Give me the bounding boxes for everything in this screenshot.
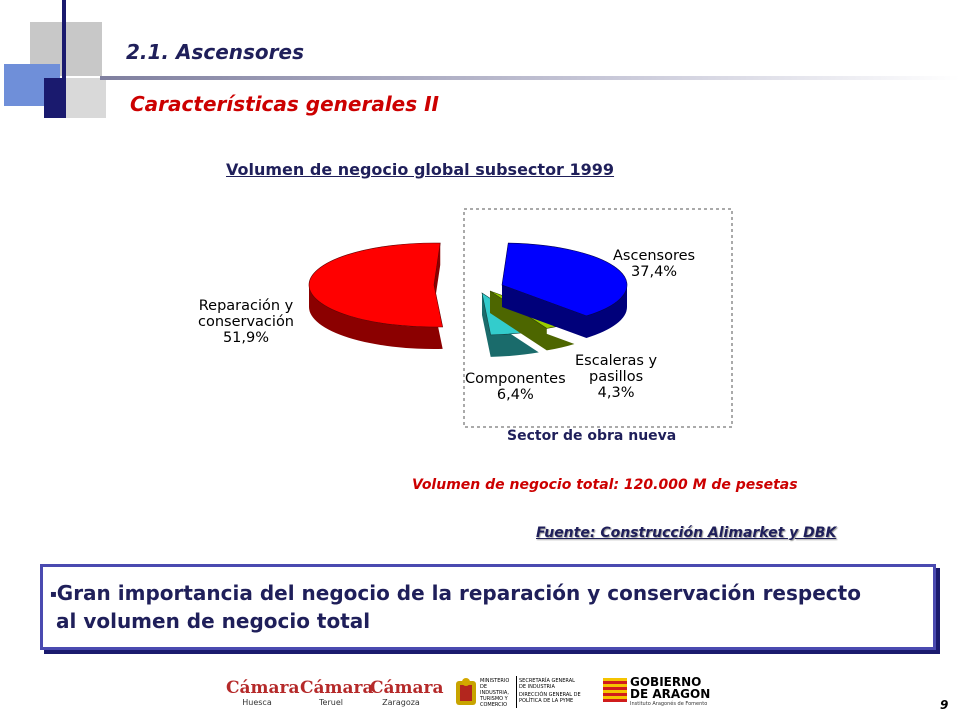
label-componentes-line1: Componentes (465, 371, 566, 387)
page-number: 9 (940, 698, 949, 712)
label-reparacion-value: 51,9% (222, 330, 270, 346)
callout-text: ▪Gran importancia del negocio de la repa… (50, 580, 930, 635)
section-title: 2.1. Ascensores (126, 40, 305, 64)
secretaria-name: SECRETARÍA GENERAL DE INDUSTRIA (519, 678, 575, 690)
logo-camara-zaragoza: Cámara Zaragoza (370, 678, 444, 707)
logo-ministerio: MINISTERIO DE INDUSTRIA, TURISMO Y COMER… (452, 676, 584, 710)
page-subtitle: Características generales II (130, 92, 439, 116)
label-ascensores-line1: Ascensores (613, 248, 696, 264)
coat-of-arms-icon (456, 678, 476, 705)
header-underline (100, 76, 960, 80)
header-deco-vertical-line (62, 0, 66, 118)
label-reparacion-line1: Reparación y (198, 298, 294, 314)
callout-line1: ▪Gran importancia del negocio de la repa… (50, 581, 861, 605)
label-escaleras: Escaleras y pasillos 4,3% (575, 353, 657, 401)
chart-title: Volumen de negocio global subsector 1999 (226, 160, 615, 179)
total-volume: Volumen de negocio total: 120.000 M de p… (412, 477, 798, 493)
label-reparacion: Reparación y conservación 51,9% (198, 298, 294, 346)
gobierno-line2: DE ARAGON (630, 687, 711, 701)
callout-box (40, 564, 936, 650)
ministry-name: MINISTERIO DE INDUSTRIA, TURISMO Y COMER… (480, 678, 510, 708)
label-componentes: Componentes 6,4% (465, 371, 566, 403)
instituto-name: Instituto Aragonés de Fomento (630, 701, 708, 707)
label-ascensores: Ascensores 37,4% (613, 248, 695, 280)
label-escaleras-value: 4,3% (597, 385, 635, 401)
source-note: Fuente: Construcción Alimarket y DBK (536, 525, 837, 541)
bullet-icon: ▪ (50, 589, 57, 600)
new-construction-frame (463, 208, 733, 428)
sector-caption: Sector de obra nueva (507, 428, 677, 444)
direccion-name: DIRECCIÓN GENERAL DE POLÍTICA DE LA PYME (519, 692, 581, 704)
label-escaleras-line2: pasillos (588, 369, 644, 385)
header-deco-navy (44, 78, 62, 118)
label-componentes-value: 6,4% (496, 387, 534, 403)
logo-camara-teruel: Cámara Teruel (300, 678, 374, 707)
aragon-flag-icon (603, 678, 627, 702)
header-deco-lightgray (66, 78, 106, 118)
ministry-divider (516, 676, 517, 708)
label-ascensores-value: 37,4% (631, 264, 678, 280)
logo-gobierno-aragon: GOBIERNO DE ARAGON Instituto Aragonés de… (603, 676, 713, 710)
label-reparacion-line2: conservación (198, 314, 294, 330)
pie-slice-reparacion (308, 242, 444, 349)
label-escaleras-line1: Escaleras y (575, 353, 658, 369)
gobierno-line1: GOBIERNO (630, 675, 702, 689)
pie-slice-ascensores (501, 242, 628, 338)
callout-line2: al volumen de negocio total (56, 609, 371, 633)
logo-camara-huesca: Cámara Huesca (226, 678, 300, 707)
